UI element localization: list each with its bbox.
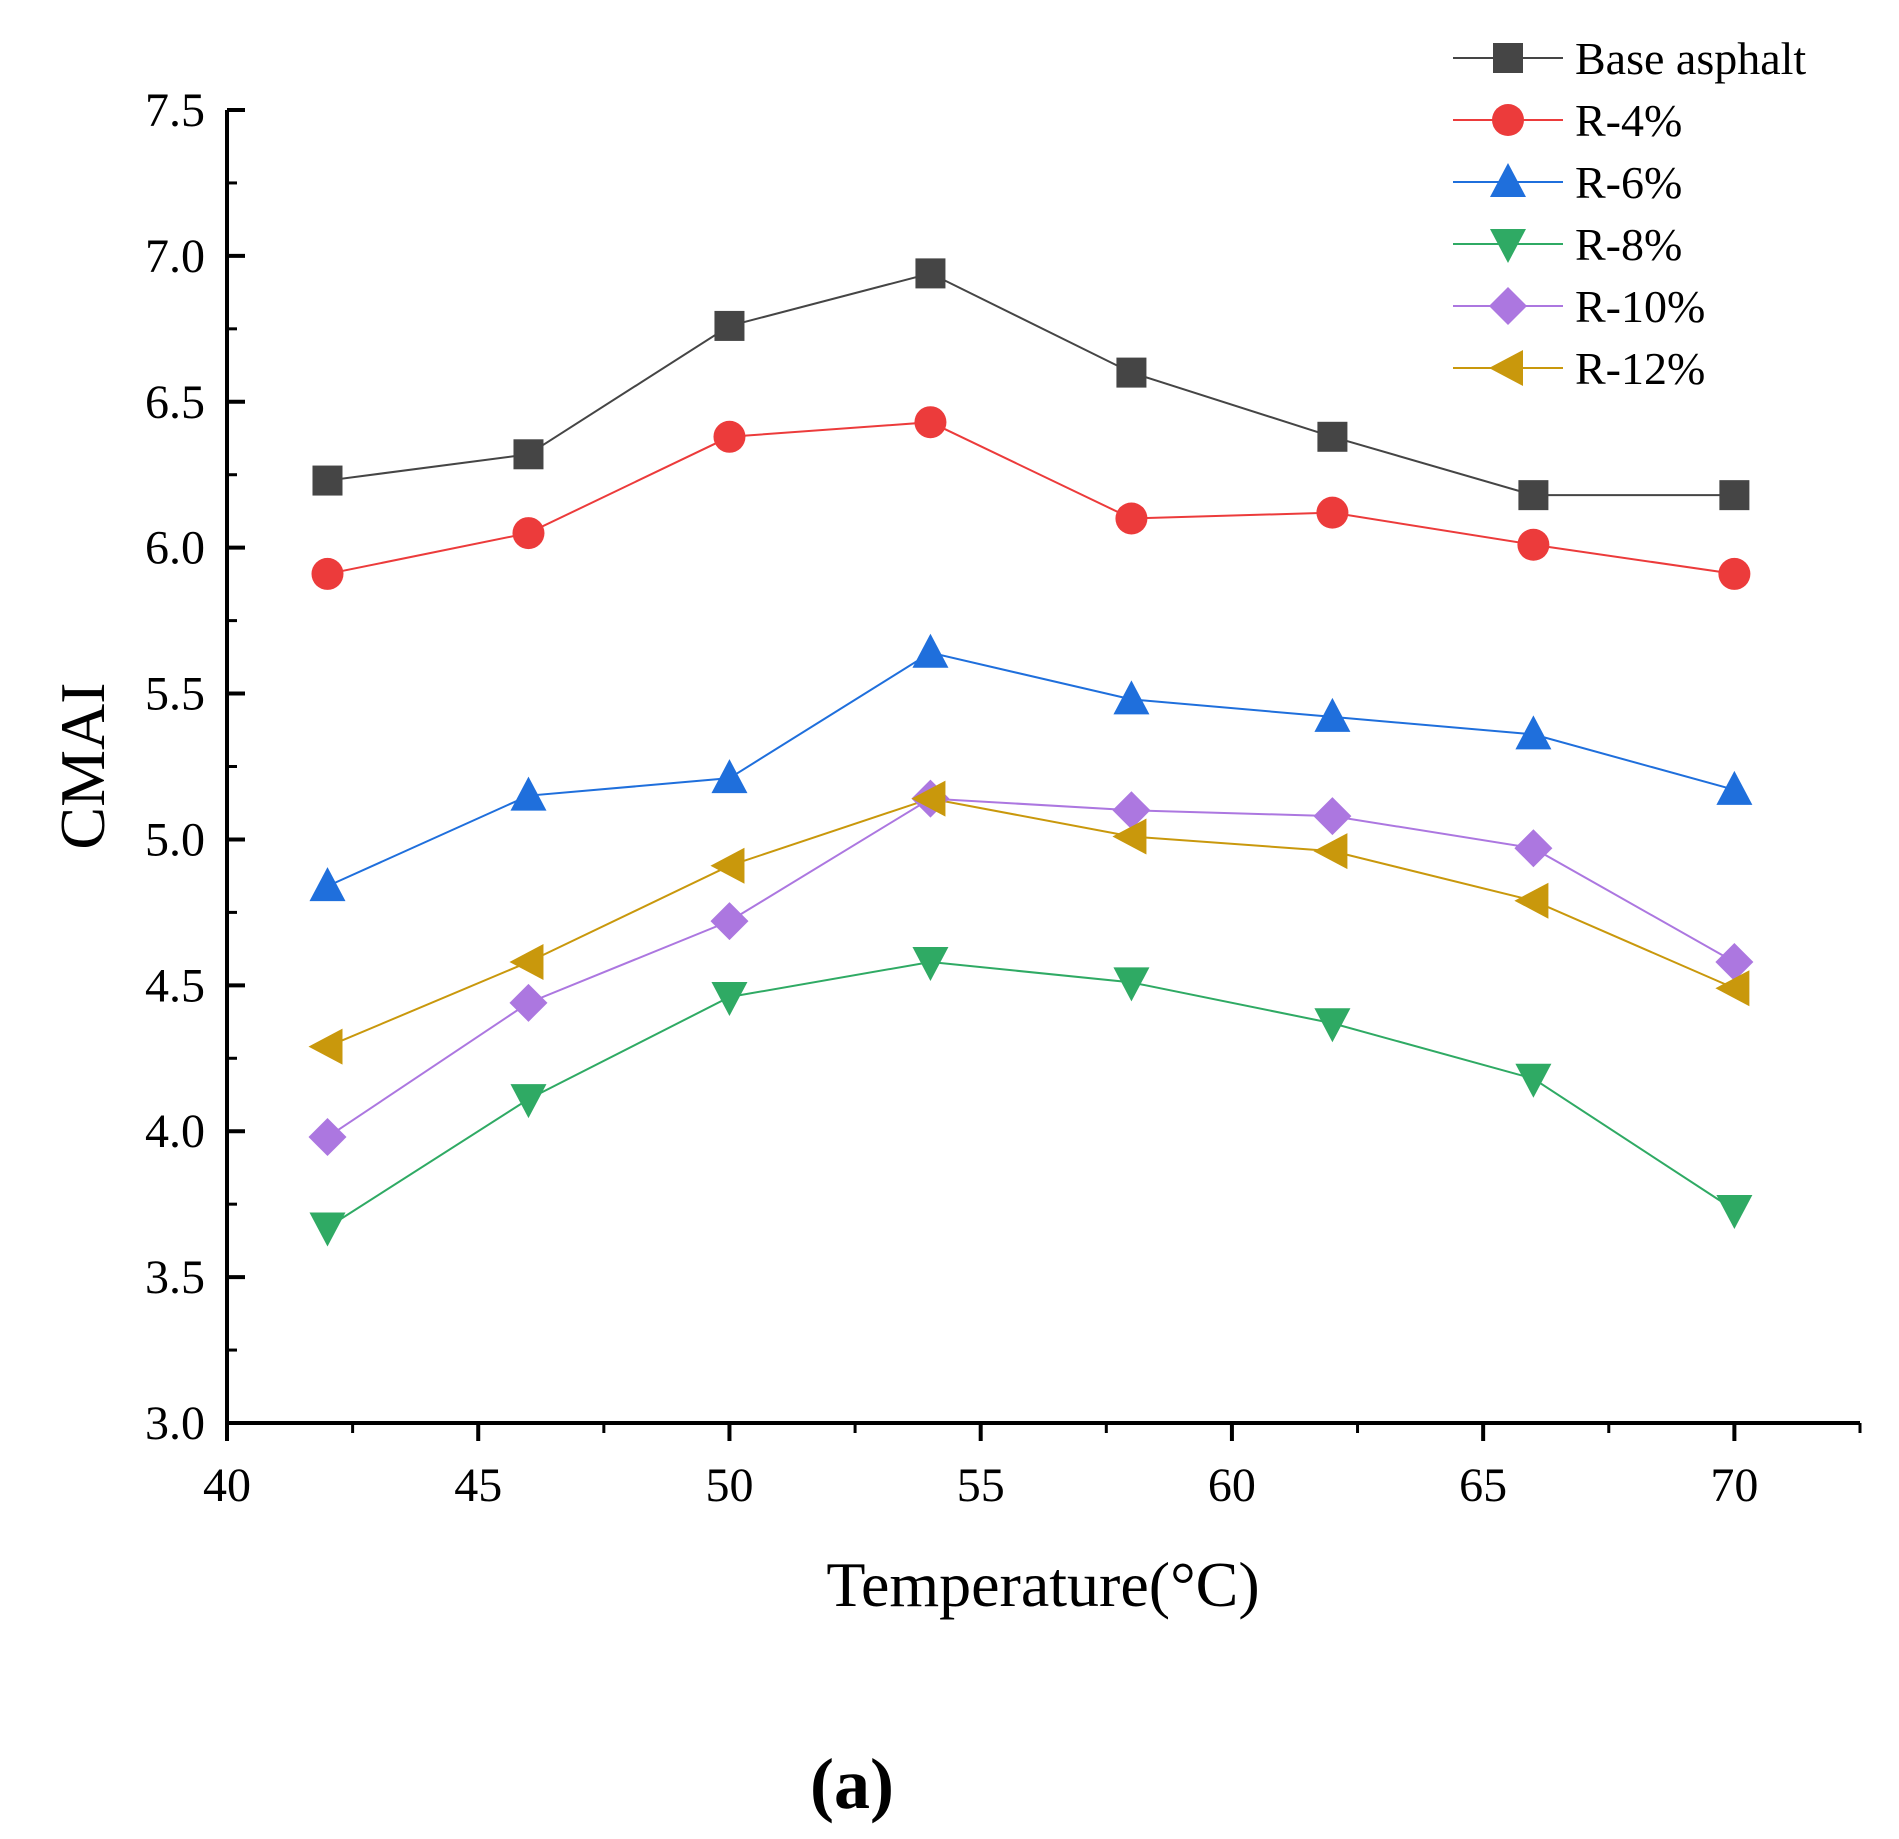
legend-marker: [1489, 287, 1527, 325]
data-point-r-6: [309, 867, 346, 902]
y-tick-label: 5.0: [145, 813, 205, 866]
series-line-base-asphalt: [327, 272, 1735, 497]
data-point-r-8: [309, 1212, 346, 1247]
x-tick-label: 60: [1208, 1459, 1256, 1512]
data-point-base-asphalt: [1518, 480, 1549, 511]
legend-marker: [1493, 43, 1523, 73]
series-line-r-6: [327, 651, 1735, 888]
series-lines: [326, 272, 1735, 1229]
y-tick-label: 4.0: [145, 1105, 205, 1158]
data-point-base-asphalt: [915, 258, 946, 289]
x-tick-label: 65: [1459, 1459, 1507, 1512]
y-tick-label: 6.0: [145, 522, 205, 575]
legend-entry-base-asphalt: Base asphalt: [1453, 33, 1806, 84]
data-point-r-8: [1113, 967, 1150, 1002]
data-point-r-8: [1716, 1195, 1753, 1230]
tick-marks: 40 45 50 55 60 65 70 3.0 3.5 4.0 4.5 5.0 5.5 6.0 6.5 7.…: [145, 84, 1862, 1512]
x-axis-title: Temperature(°C): [826, 1549, 1259, 1620]
data-point-base-asphalt: [714, 310, 745, 341]
data-point-r-10: [308, 1118, 347, 1157]
x-tick-label: 70: [1710, 1459, 1758, 1512]
legend-label: Base asphalt: [1575, 33, 1806, 84]
data-point-r-12: [1715, 970, 1750, 1007]
data-point-r-12: [710, 847, 745, 884]
series-line-r-12: [327, 797, 1735, 1048]
legend-marker: [1490, 163, 1526, 197]
legend-label: R-8%: [1575, 219, 1682, 270]
data-point-base-asphalt: [1116, 357, 1147, 388]
data-point-base-asphalt: [1719, 480, 1750, 511]
legend-label: R-12%: [1575, 343, 1705, 394]
legend-marker: [1489, 350, 1523, 386]
data-point-r-12: [1514, 882, 1549, 919]
series-line-r-4: [327, 421, 1735, 575]
data-point-r-8: [510, 1084, 547, 1119]
series-line-r-10: [326, 797, 1735, 1138]
data-point-r-4: [1517, 528, 1550, 561]
legend-marker: [1492, 104, 1524, 136]
panel-label: (a): [810, 1744, 894, 1824]
y-tick-label: 6.5: [145, 376, 205, 429]
y-tick-label: 7.5: [145, 84, 205, 137]
data-point-r-8: [912, 946, 949, 981]
legend-label: R-10%: [1575, 281, 1705, 332]
data-point-base-asphalt: [1317, 421, 1348, 452]
data-point-r-4: [1115, 502, 1148, 535]
series-markers: [308, 258, 1754, 1247]
data-point-r-12: [1313, 833, 1348, 870]
data-point-r-10: [1112, 791, 1151, 830]
y-tick-label: 3.5: [145, 1251, 205, 1304]
data-point-r-8: [1314, 1008, 1351, 1043]
data-point-r-8: [1515, 1063, 1552, 1098]
data-point-r-4: [311, 557, 344, 590]
data-point-r-10: [1313, 797, 1352, 836]
data-point-base-asphalt: [513, 439, 544, 470]
legend-entry-r-4: R-4%: [1453, 95, 1682, 146]
legend: Base asphalt R-4% R-6% R-8% R-10% R-12%: [1453, 33, 1806, 394]
data-point-r-6: [1515, 715, 1552, 750]
data-point-r-4: [1718, 557, 1751, 590]
data-point-r-4: [512, 517, 545, 550]
x-tick-label: 50: [705, 1459, 753, 1512]
legend-label: R-6%: [1575, 157, 1682, 208]
data-point-r-10: [1514, 829, 1553, 868]
data-point-r-8: [711, 982, 748, 1017]
data-point-r-6: [711, 759, 748, 794]
legend-entry-r-10: R-10%: [1453, 281, 1705, 332]
data-point-r-4: [1316, 496, 1349, 529]
legend-marker: [1490, 229, 1526, 263]
data-point-r-10: [509, 983, 548, 1022]
legend-entry-r-8: R-8%: [1453, 219, 1682, 270]
data-point-r-4: [713, 420, 746, 453]
series-line-r-8: [326, 960, 1735, 1229]
x-tick-label: 40: [203, 1459, 251, 1512]
data-point-r-6: [1314, 697, 1351, 732]
data-point-r-12: [308, 1028, 343, 1065]
data-point-r-6: [1716, 770, 1753, 805]
data-point-r-12: [911, 780, 946, 817]
y-tick-label: 7.0: [145, 230, 205, 283]
data-point-base-asphalt: [312, 465, 343, 496]
y-tick-label: 4.5: [145, 959, 205, 1012]
legend-entry-r-6: R-6%: [1453, 157, 1682, 208]
legend-entry-r-12: R-12%: [1453, 343, 1705, 394]
data-point-r-10: [710, 902, 749, 941]
data-point-r-4: [914, 406, 947, 439]
data-point-r-12: [1112, 818, 1147, 855]
data-point-r-12: [509, 943, 544, 980]
data-point-r-6: [1113, 680, 1150, 715]
x-tick-label: 55: [957, 1459, 1005, 1512]
data-point-r-6: [912, 633, 949, 668]
x-tick-label: 45: [454, 1459, 502, 1512]
legend-label: R-4%: [1575, 95, 1682, 146]
data-point-r-6: [510, 776, 547, 811]
y-axis-title: CMAI: [47, 682, 118, 849]
y-tick-label: 3.0: [145, 1397, 205, 1450]
data-point-r-10: [1715, 942, 1754, 981]
y-tick-label: 5.5: [145, 668, 205, 721]
